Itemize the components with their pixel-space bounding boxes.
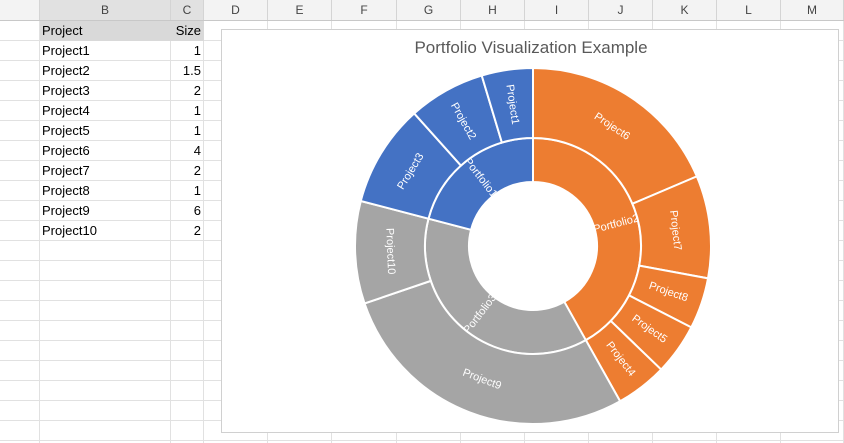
chart-title: Portfolio Visualization Example xyxy=(414,38,648,57)
grid-column-line xyxy=(39,21,40,443)
project-name-cell[interactable]: Project10 xyxy=(42,223,97,238)
column-header-F[interactable]: F xyxy=(332,0,397,20)
sunburst-svg: Portfolio2Project6Project7Project8Projec… xyxy=(354,66,712,425)
segment-project9[interactable] xyxy=(363,279,622,425)
column-header-B[interactable]: B xyxy=(40,0,171,20)
column-header-D[interactable]: D xyxy=(204,0,268,20)
project-name-cell[interactable]: Project3 xyxy=(42,83,90,98)
label-project10: Project10 xyxy=(383,228,397,275)
column-header-K[interactable]: K xyxy=(653,0,717,20)
column-header-G[interactable]: G xyxy=(397,0,461,20)
project-name-cell[interactable]: Project7 xyxy=(42,163,90,178)
size-cell[interactable]: 6 xyxy=(193,203,201,218)
grid-column-line xyxy=(203,21,204,443)
size-cell[interactable]: 2 xyxy=(193,163,201,178)
project-name-cell[interactable]: Project6 xyxy=(42,143,90,158)
size-cell[interactable]: 1 xyxy=(193,103,201,118)
column-header-E[interactable]: E xyxy=(268,0,332,20)
header-cell-project[interactable]: Project xyxy=(40,21,171,41)
sunburst-chart[interactable]: Portfolio Visualization Example Portfoli… xyxy=(221,29,839,433)
project-name-cell[interactable]: Project9 xyxy=(42,203,90,218)
label-project1: Project1 xyxy=(503,84,521,126)
size-cell[interactable]: 1.5 xyxy=(182,63,201,78)
grid-column-line xyxy=(170,21,171,443)
project-name-cell[interactable]: Project4 xyxy=(42,103,90,118)
project-name-cell[interactable]: Project8 xyxy=(42,183,90,198)
project-name-cell[interactable]: Project5 xyxy=(42,123,90,138)
column-header-J[interactable]: J xyxy=(589,0,653,20)
project-name-cell[interactable]: Project1 xyxy=(42,43,90,58)
label-project7: Project7 xyxy=(667,210,683,251)
size-cell[interactable]: 2 xyxy=(193,223,201,238)
project-name-cell[interactable]: Project2 xyxy=(42,63,90,78)
segment-project1[interactable] xyxy=(480,66,534,144)
size-cell[interactable]: 2 xyxy=(193,83,201,98)
select-all-corner[interactable] xyxy=(0,0,40,20)
size-cell[interactable]: 1 xyxy=(193,43,201,58)
column-header-I[interactable]: I xyxy=(525,0,589,20)
column-header-C[interactable]: C xyxy=(171,0,204,20)
size-cell[interactable]: 4 xyxy=(193,143,201,158)
grid-row-line xyxy=(0,440,844,441)
column-header-L[interactable]: L xyxy=(717,0,781,20)
column-header-H[interactable]: H xyxy=(461,0,525,20)
size-cell[interactable]: 1 xyxy=(193,123,201,138)
header-cell-size[interactable]: Size xyxy=(171,21,204,41)
column-header-M[interactable]: M xyxy=(781,0,844,20)
size-cell[interactable]: 1 xyxy=(193,183,201,198)
